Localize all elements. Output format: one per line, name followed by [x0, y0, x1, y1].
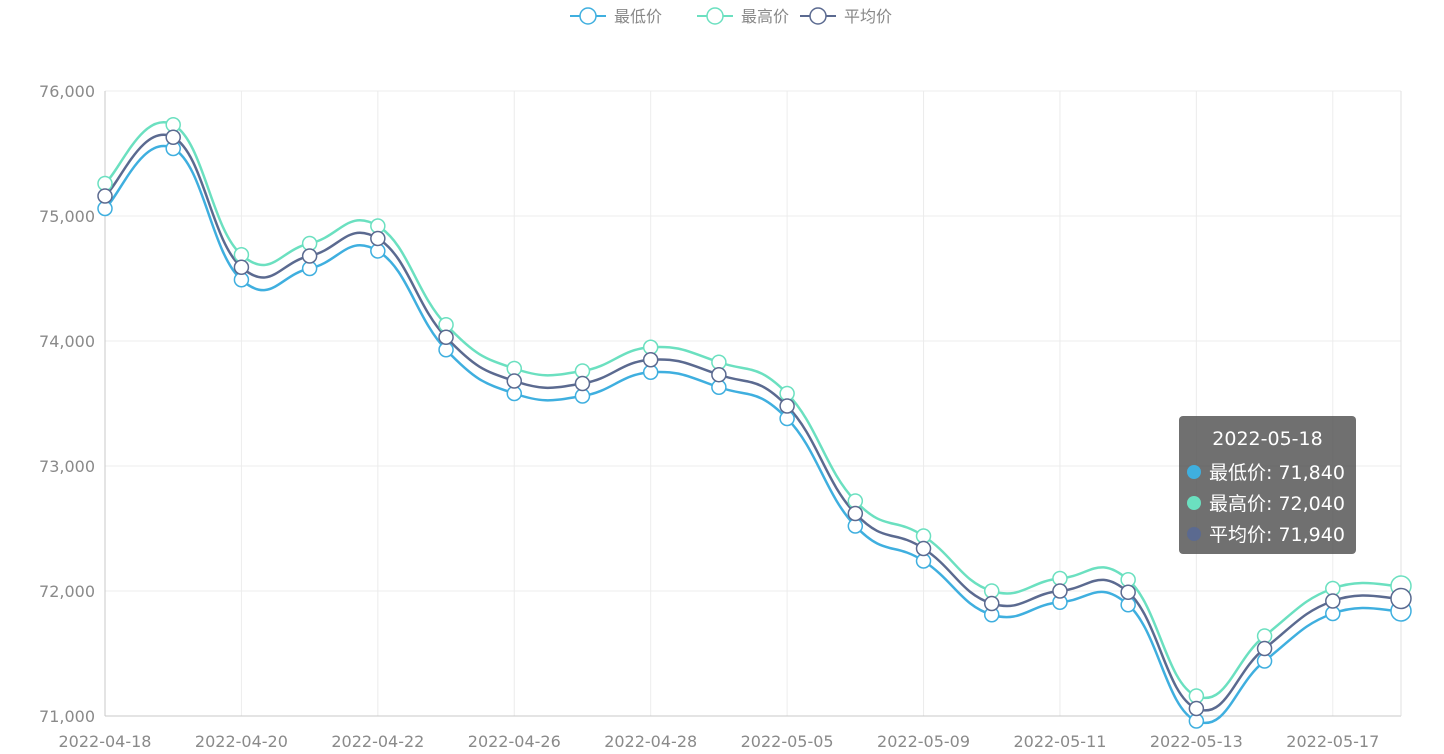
- data-point-2[interactable]: [97, 188, 113, 204]
- tooltip: 2022-05-18 最低价: 71,840 最高价: 72,040 平均价: …: [1179, 416, 1356, 554]
- tooltip-title: 2022-05-18: [1212, 428, 1323, 450]
- data-point-2[interactable]: [165, 129, 181, 145]
- x-tick-label: 2022-04-22: [331, 732, 424, 751]
- legend-label[interactable]: 最高价: [741, 7, 789, 26]
- tooltip-dot-avg: [1187, 526, 1201, 541]
- axes: [104, 91, 1402, 717]
- x-axis-ticks: 2022-04-18 2022-04-20 2022-04-22 2022-04-26…: [59, 732, 1380, 751]
- data-point-2[interactable]: [301, 248, 318, 264]
- tooltip-row-avg: 平均价: 71,940: [1179, 518, 1356, 549]
- data-point-2[interactable]: [506, 373, 523, 389]
- tooltip-row-min: 最低价: 71,840: [1179, 456, 1356, 487]
- data-point-2[interactable]: [642, 352, 659, 368]
- data-point-2[interactable]: [1325, 593, 1341, 609]
- tooltip-dot-min: [1187, 464, 1201, 479]
- legend-swatch-marker[interactable]: [579, 7, 597, 25]
- legend: 最低价 最高价 平均价: [570, 7, 892, 26]
- x-tick-label: 2022-04-26: [468, 732, 561, 751]
- grid-lines: [105, 90, 1401, 716]
- y-tick-label: 71,000: [39, 707, 95, 726]
- tooltip-label-min: 最低价: 71,840: [1209, 462, 1345, 484]
- y-tick-label: 75,000: [39, 207, 95, 226]
- tooltip-label-max: 最高价: 72,040: [1209, 493, 1345, 515]
- x-tick-label: 2022-05-17: [1286, 732, 1379, 751]
- data-point-2[interactable]: [1188, 700, 1205, 717]
- data-point-2[interactable]: [847, 505, 864, 522]
- y-tick-label: 76,000: [39, 82, 95, 101]
- legend-label[interactable]: 最低价: [614, 7, 662, 26]
- tooltip-dot-max: [1187, 495, 1201, 510]
- data-point-2[interactable]: [1390, 587, 1412, 610]
- x-tick-label: 2022-05-05: [741, 732, 834, 751]
- x-tick-label: 2022-04-28: [604, 732, 697, 751]
- x-tick-label: 2022-05-09: [877, 732, 970, 751]
- y-tick-label: 74,000: [39, 332, 95, 351]
- data-point-2[interactable]: [1052, 583, 1068, 599]
- legend-label[interactable]: 平均价: [844, 7, 892, 26]
- data-point-2[interactable]: [779, 398, 795, 414]
- legend-swatch-marker[interactable]: [809, 7, 827, 25]
- y-tick-label: 72,000: [39, 582, 95, 601]
- data-point-2[interactable]: [574, 375, 591, 392]
- series-points: [97, 117, 1412, 729]
- x-tick-label: 2022-05-13: [1150, 732, 1243, 751]
- data-point-2[interactable]: [233, 259, 250, 275]
- tooltip-label-avg: 平均价: 71,940: [1209, 524, 1345, 546]
- data-point-2[interactable]: [370, 230, 386, 247]
- x-tick-label: 2022-04-20: [195, 732, 288, 751]
- x-tick-label: 2022-04-18: [59, 732, 152, 751]
- legend-swatch-marker[interactable]: [706, 7, 724, 25]
- data-point-2[interactable]: [983, 595, 1000, 612]
- series-line-1: [104, 121, 1402, 700]
- data-point-2[interactable]: [438, 329, 454, 345]
- data-point-2[interactable]: [915, 540, 932, 557]
- tooltip-row-max: 最高价: 72,040: [1179, 487, 1356, 518]
- data-point-2[interactable]: [1256, 640, 1273, 657]
- x-tick-label: 2022-05-11: [1013, 732, 1106, 751]
- y-tick-label: 73,000: [39, 457, 95, 476]
- y-axis-ticks: 71,000 72,000 73,000 74,000 75,000 76,000: [39, 82, 95, 726]
- data-point-2[interactable]: [1120, 584, 1136, 600]
- data-point-2[interactable]: [711, 367, 727, 383]
